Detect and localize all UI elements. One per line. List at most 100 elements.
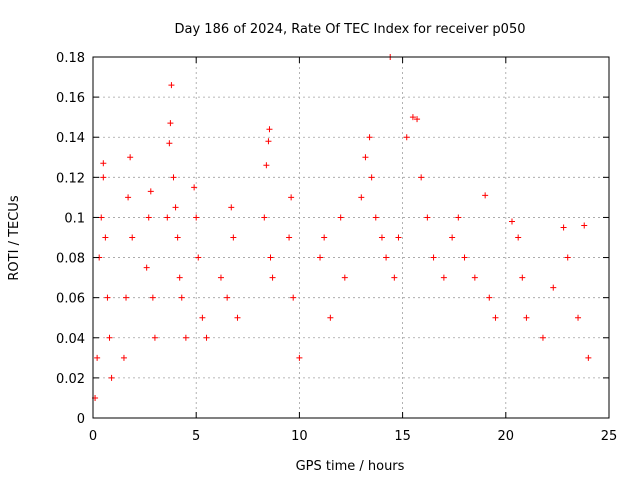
data-point (358, 194, 365, 201)
data-point (414, 116, 421, 123)
y-tick-label: 0.16 (56, 91, 85, 106)
data-point (261, 214, 268, 221)
data-point (191, 184, 198, 191)
y-axis-label: ROTI / TECUs (7, 195, 22, 280)
data-point (203, 334, 210, 341)
data-point (170, 174, 177, 181)
data-point (129, 234, 136, 241)
y-tick-label: 0 (77, 412, 85, 427)
data-point (217, 274, 224, 281)
data-point (149, 294, 156, 301)
data-point (372, 214, 379, 221)
data-point (515, 234, 522, 241)
data-point (288, 194, 295, 201)
data-point (104, 294, 111, 301)
data-point (123, 294, 130, 301)
data-point (523, 314, 530, 321)
y-tick-label: 0.04 (56, 332, 85, 347)
data-point (449, 234, 456, 241)
data-point (296, 354, 303, 361)
data-point (164, 214, 171, 221)
y-tick-label: 0.02 (56, 372, 85, 387)
data-point (234, 314, 241, 321)
data-point (195, 254, 202, 261)
data-points (92, 54, 592, 401)
data-point (391, 274, 398, 281)
data-point (508, 218, 515, 225)
data-point (265, 138, 272, 145)
data-point (430, 254, 437, 261)
data-point (100, 174, 107, 181)
data-point (368, 174, 375, 181)
data-point (151, 334, 158, 341)
data-point (471, 274, 478, 281)
data-point (172, 204, 179, 211)
y-tick-label: 0.1 (64, 211, 85, 226)
data-point (409, 114, 416, 121)
plot-frame (92, 56, 610, 419)
data-point (486, 294, 493, 301)
data-point (395, 234, 402, 241)
data-point (267, 254, 274, 261)
data-point (193, 214, 200, 221)
data-point (168, 82, 175, 89)
data-point (362, 154, 369, 161)
data-point (266, 126, 273, 133)
data-point (100, 160, 107, 167)
data-point (230, 234, 237, 241)
data-point (145, 214, 152, 221)
data-point (108, 374, 115, 381)
data-point (199, 314, 206, 321)
data-point (167, 120, 174, 127)
data-point (424, 214, 431, 221)
data-point (94, 354, 101, 361)
x-tick-label: 0 (89, 429, 97, 444)
data-point (455, 214, 462, 221)
data-point (102, 234, 109, 241)
data-point (378, 234, 385, 241)
data-point (341, 274, 348, 281)
y-tick-label: 0.12 (56, 171, 85, 186)
data-point (461, 254, 468, 261)
data-point (228, 204, 235, 211)
data-point (560, 224, 567, 231)
x-tick-label: 5 (192, 429, 200, 444)
grid (93, 57, 609, 418)
x-tick-label: 10 (291, 429, 308, 444)
data-point (269, 274, 276, 281)
x-tick-label: 20 (498, 429, 515, 444)
data-point (337, 214, 344, 221)
data-point (178, 294, 185, 301)
data-point (418, 174, 425, 181)
data-point (106, 334, 113, 341)
data-point (327, 314, 334, 321)
data-point (492, 314, 499, 321)
data-point (143, 264, 150, 271)
data-point (366, 134, 373, 141)
data-point (127, 154, 134, 161)
data-point (539, 334, 546, 341)
data-point (581, 222, 588, 229)
axis-ticks: 0 0.02 0.04 0.06 0.08 0.1 0.12 0.14 0.16 0.18 0 5 10… (56, 51, 617, 444)
data-point (98, 214, 105, 221)
y-tick-label: 0.14 (56, 131, 85, 146)
data-point (182, 334, 189, 341)
x-axis-label: GPS time / hours (296, 459, 405, 474)
data-point (585, 354, 592, 361)
data-point (482, 192, 489, 199)
data-point (176, 274, 183, 281)
y-tick-label: 0.08 (56, 252, 85, 267)
chart-title: Day 186 of 2024, Rate Of TEC Index for r… (175, 22, 526, 37)
data-point (383, 254, 390, 261)
data-point (317, 254, 324, 261)
x-tick-label: 15 (394, 429, 411, 444)
data-point (174, 234, 181, 241)
data-point (564, 254, 571, 261)
data-point (120, 354, 127, 361)
data-point (519, 274, 526, 281)
data-point (321, 234, 328, 241)
data-point (224, 294, 231, 301)
data-point (166, 140, 173, 147)
